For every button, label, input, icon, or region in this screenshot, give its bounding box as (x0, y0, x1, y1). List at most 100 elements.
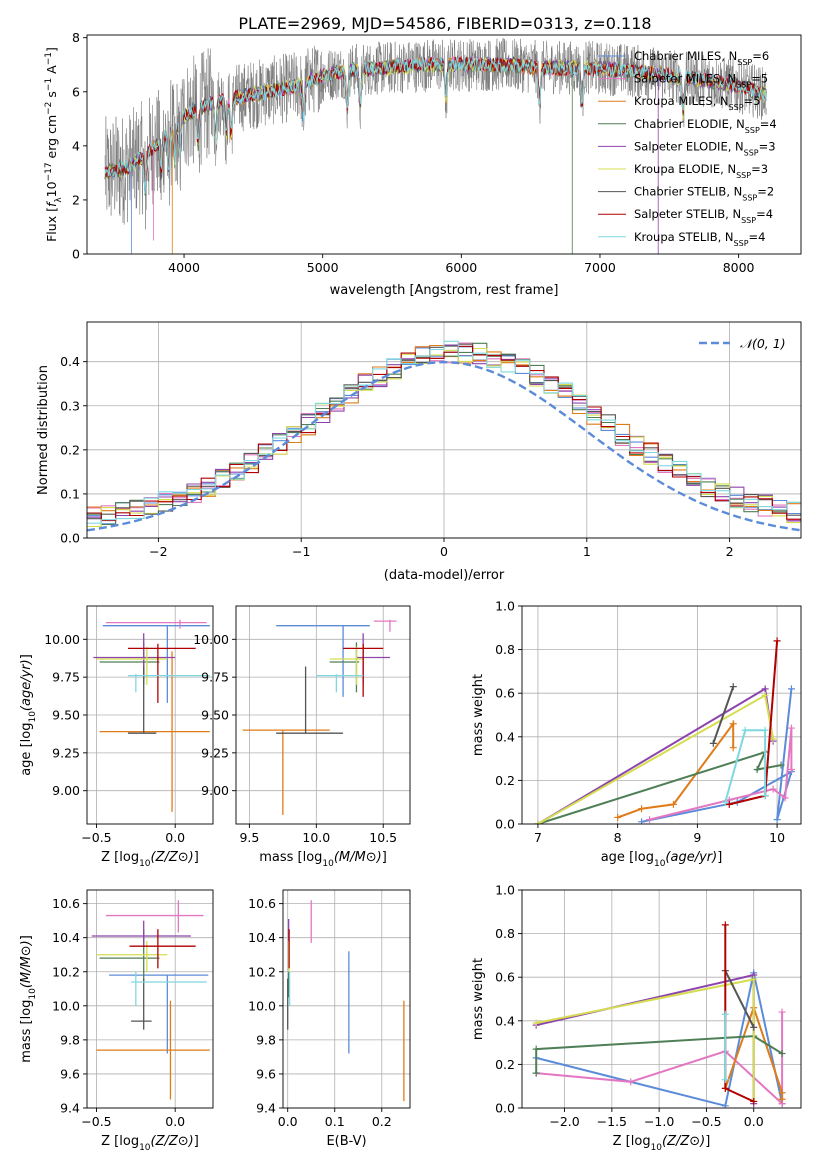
y-tick-label: 10.6 (52, 896, 80, 911)
hist-kroupa_stelib (87, 340, 801, 524)
y-tick-label: 0.0 (495, 1101, 515, 1116)
y-tick-label: 0.2 (495, 1057, 515, 1072)
weight-marker (638, 818, 646, 824)
weight-line-salpeter_stelib (729, 640, 779, 806)
y-tick-label: 0.0 (60, 531, 80, 546)
y-tick-label: 0.8 (495, 642, 515, 657)
y-tick-label: 9.25 (52, 745, 80, 760)
weight-marker (725, 800, 733, 808)
y-tick-label: 9.50 (52, 708, 80, 723)
y-tick-label: 10.0 (52, 998, 80, 1013)
x-tick-label: 4000 (168, 260, 200, 275)
x-axis-label: wavelength [Angstrom, rest frame] (330, 283, 559, 298)
x-tick-label: 0.0 (744, 1114, 764, 1129)
errorbar-kroupa_stelib (316, 674, 364, 693)
errorbar-salpeter_elodie (93, 633, 176, 679)
spectrum-legend: Chabrier MILES, NSSP=6 Salpeter MILES, NS… (598, 49, 777, 247)
panel-age_vs_mass: 9.5 10.0 10.5 9.00 9.25 9.50 9.75 10.00 mass [lo… (193, 605, 411, 869)
x-tick-label: 0.0 (165, 1114, 185, 1129)
x-tick-label: 0.2 (372, 1114, 392, 1129)
errorbar-kroupa_stelib (127, 674, 210, 693)
errorbar-salpeter_stelib (127, 643, 196, 703)
panel-mass_vs_Z: −0.5 0.0 9.4 9.6 9.8 10.0 10.2 10.4 10.6 Z [log10… (19, 889, 214, 1153)
y-tick-label: 2 (72, 192, 80, 207)
y-tick-label: 9.50 (201, 708, 229, 723)
x-tick-label: 1 (583, 544, 591, 559)
weight-marker (729, 720, 737, 728)
y-tick-label: 9.8 (60, 1032, 80, 1047)
x-tick-label: 6000 (445, 260, 477, 275)
weight-marker (627, 1078, 635, 1086)
y-tick-label: 0 (72, 247, 80, 262)
weight-marker (709, 739, 717, 747)
errorbar-kroupa_miles (96, 1000, 210, 1100)
y-tick-label: 10.2 (52, 964, 80, 979)
weight-marker (669, 800, 677, 808)
x-tick-label: −0.5 (691, 1114, 721, 1129)
y-tick-label: 10.6 (248, 896, 276, 911)
legend-label-salpeter_stelib: Salpeter STELIB, NSSP=4 (634, 207, 773, 225)
y-tick-label: 10.4 (52, 930, 80, 945)
plot-area (532, 921, 786, 1108)
errorbar-salpeter_stelib (343, 643, 384, 697)
weight-marker (532, 1019, 540, 1027)
axes-frame (521, 605, 802, 825)
x-axis-label: (data-model)/error (384, 568, 505, 583)
x-tick-label: 0.0 (278, 1114, 298, 1129)
y-tick-label: 0.0 (495, 817, 515, 832)
x-tick-label: 0.0 (165, 830, 185, 845)
errorbar-salpeter_miles (105, 900, 204, 933)
weight-marker (761, 792, 769, 800)
x-axis-label: Z [log10(Z/Z⊙)] (613, 1134, 711, 1153)
x-tick-label: −1.0 (644, 1114, 674, 1129)
plot-area (534, 637, 795, 824)
y-tick-label: 1.0 (495, 883, 515, 898)
x-tick-label: 2 (726, 544, 734, 559)
y-tick-label: 0.1 (60, 486, 80, 501)
y-tick-label: 6 (72, 84, 80, 99)
panel-spectrum: 4000 5000 6000 7000 8000 0 2 4 6 8 Chabrier MILES,… (44, 30, 802, 298)
weight-marker (534, 820, 542, 824)
x-tick-label: 9.5 (239, 830, 259, 845)
errorbar-kroupa_miles (242, 729, 330, 815)
y-tick-label: 0.3 (60, 398, 80, 413)
normal-curve (87, 360, 801, 532)
weight-marker (750, 1097, 758, 1105)
weight-line-chabrier_stelib (712, 686, 735, 744)
y-tick-label: 9.4 (60, 1101, 80, 1116)
weight-marker (532, 1069, 540, 1077)
y-tick-label: 9.6 (60, 1066, 80, 1081)
x-tick-label: −1.5 (597, 1114, 627, 1129)
weight-marker (778, 1095, 786, 1103)
weight-marker (646, 816, 654, 824)
weight-line-kroupa_stelib (724, 729, 767, 803)
legend-label-chabrier_elodie: Chabrier ELODIE, NSSP=4 (634, 117, 777, 135)
legend-label-chabrier_stelib: Chabrier STELIB, NSSP=2 (634, 185, 774, 203)
errorbar-chabrier_stelib (131, 978, 152, 1030)
x-tick-label: −2.0 (549, 1114, 579, 1129)
weight-line-chabrier_elodie (537, 750, 782, 824)
y-tick-label: 9.75 (52, 670, 80, 685)
y-tick-label: 0.6 (495, 970, 515, 985)
plot-area (104, 37, 767, 254)
y-tick-label: 9.00 (52, 783, 80, 798)
axes-frame (86, 34, 802, 255)
legend-label-normal: 𝒩(0, 1) (740, 336, 786, 351)
weight-marker (729, 683, 737, 691)
y-tick-label: 1.0 (495, 599, 515, 614)
weight-marker (769, 735, 777, 743)
axes-frame (521, 889, 802, 1109)
x-tick-label: −0.5 (81, 830, 111, 845)
weight-marker (778, 1008, 786, 1016)
y-tick-label: 10.4 (248, 930, 276, 945)
weight-marker (750, 1023, 758, 1031)
errorbar-salpeter_stelib (129, 929, 196, 969)
y-axis-label: mass weight (471, 674, 486, 756)
weight-marker (721, 1102, 729, 1108)
weight-marker (721, 921, 729, 929)
y-tick-label: 9.00 (201, 783, 229, 798)
legend-label-salpeter_elodie: Salpeter ELODIE, NSSP=3 (634, 139, 776, 157)
hist-salpeter_stelib (87, 345, 801, 522)
y-tick-label: 9.25 (201, 745, 229, 760)
